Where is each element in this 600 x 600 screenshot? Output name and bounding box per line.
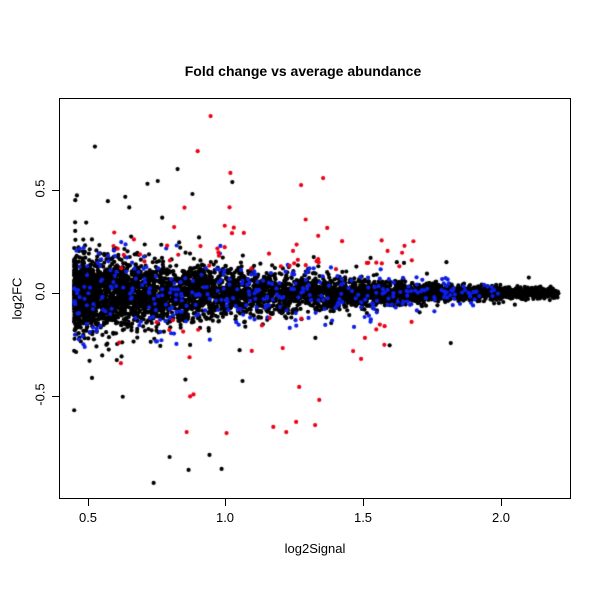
x-axis-label: log2Signal: [284, 541, 346, 556]
x-tick-label: 0.5: [78, 510, 98, 525]
y-tick-mark: [52, 396, 59, 397]
x-tick-mark: [225, 499, 226, 506]
y-tick-mark: [52, 190, 59, 191]
x-tick-label: 1.5: [353, 510, 373, 525]
x-tick-label: 1.0: [215, 510, 235, 525]
y-tick-label: -0.5: [32, 383, 48, 406]
y-tick-mark: [52, 293, 59, 294]
y-axis-label: log2FC: [9, 277, 25, 320]
plot-area-border: [59, 98, 571, 499]
x-tick-mark: [88, 499, 89, 506]
x-tick-mark: [363, 499, 364, 506]
x-tick-mark: [501, 499, 502, 506]
chart-title: Fold change vs average abundance: [184, 63, 422, 79]
y-tick-label: 0.5: [32, 179, 48, 198]
y-tick-label: 0.0: [32, 282, 48, 301]
x-tick-label: 2.0: [491, 510, 511, 525]
